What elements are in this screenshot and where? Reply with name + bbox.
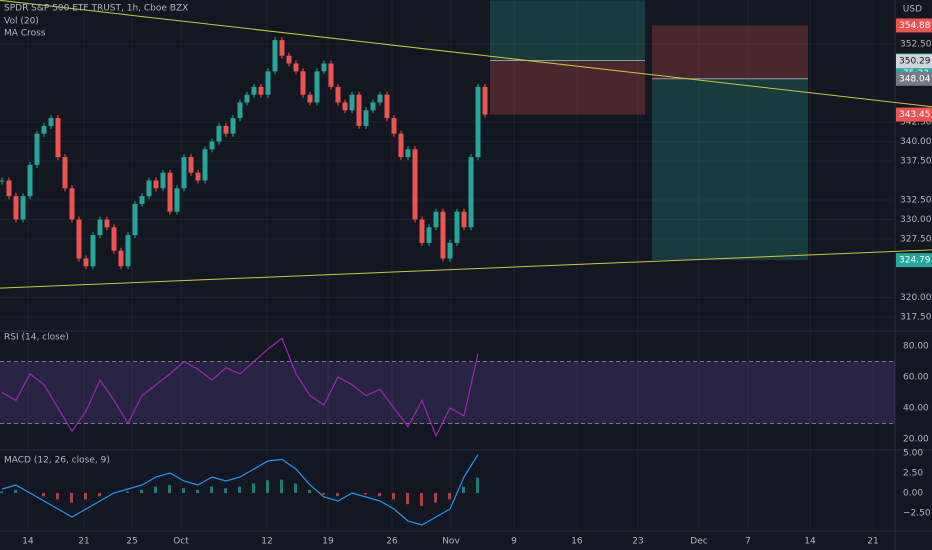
price-tag: [896, 107, 932, 122]
x-tick-label: 21: [78, 537, 89, 547]
price-tag: [896, 71, 932, 86]
macd-histogram: [364, 493, 367, 495]
y-tick-label: 320.00: [900, 293, 932, 303]
price-tag: [896, 18, 932, 33]
y-tick-label: 337.50: [900, 157, 932, 167]
y-tick-label: 5.00: [903, 449, 923, 459]
macd-histogram: [280, 479, 283, 493]
indicator: Vol (20): [4, 17, 39, 27]
price-tag-label: 343.45: [899, 110, 931, 120]
rsi-line: [1, 337, 479, 438]
macd-histogram: [210, 486, 213, 493]
macd-histogram: [14, 489, 17, 493]
rsi-title: RSI (14, close): [4, 333, 69, 343]
macd-histogram: [406, 493, 409, 505]
price-tag: [896, 253, 932, 268]
trendline: [0, 249, 932, 289]
y-tick-label: 327.50: [900, 235, 932, 245]
price-tag-label: 348.04: [899, 74, 931, 84]
macd-histogram: [266, 480, 269, 493]
x-tick-label: 7: [745, 537, 751, 547]
target-zone: [490, 0, 645, 61]
macd-histogram: [476, 477, 479, 493]
x-tick-label: 25: [126, 537, 137, 547]
macd-histogram: [462, 486, 465, 493]
macd-histogram: [196, 489, 199, 493]
x-tick-label: 23: [632, 537, 643, 547]
y-tick-label: 342.50: [900, 118, 932, 128]
macd-histogram: [448, 493, 451, 500]
stop-zone: [490, 60, 645, 115]
x-tick-label: 26: [386, 537, 398, 547]
y-tick-label: 330.00: [900, 215, 932, 225]
macd-histogram: [56, 493, 59, 500]
x-tick-label: Oct: [173, 537, 189, 547]
price-tag-label: 324.79: [899, 256, 931, 266]
y-tick-label: 2.50: [903, 469, 923, 479]
x-tick-label: 19: [322, 537, 334, 547]
x-tick-label: 12: [261, 537, 272, 547]
macd-histogram: [238, 486, 241, 493]
macd-line: [1, 454, 479, 526]
price-tag-label: 354.88: [899, 21, 931, 31]
x-tick-label: 21: [867, 537, 878, 547]
y-tick-label: 332.50: [900, 196, 932, 206]
x-tick-label: 16: [571, 537, 583, 547]
x-tick-label: 9: [511, 537, 517, 547]
target-zone: [652, 78, 808, 261]
price-tag: [896, 54, 932, 69]
trendline: [0, 0, 932, 108]
macd-histogram: [308, 489, 311, 493]
price-tag-label: 350.29: [899, 57, 931, 67]
y-tick-label: 40.00: [903, 404, 929, 414]
macd-histogram: [252, 483, 255, 493]
macd-histogram: [98, 493, 101, 497]
x-tick-label: Nov: [442, 537, 460, 547]
stop-zone: [652, 25, 808, 79]
macd-histogram: [378, 493, 381, 497]
macd-histogram: [154, 486, 157, 493]
y-tick-label: −2.50: [903, 509, 931, 519]
y-tick-label: 340.00: [900, 137, 932, 147]
macd-histogram: [420, 493, 423, 506]
y-tick-label: 0.00: [903, 489, 923, 499]
macd-title: MACD (12, 26, close, 9): [4, 456, 110, 466]
macd-histogram: [140, 489, 143, 493]
macd-histogram: [168, 485, 171, 493]
macd-histogram: [42, 493, 45, 497]
macd-histogram: [126, 491, 129, 493]
currency: USD: [903, 5, 922, 15]
y-tick-label: 60.00: [903, 373, 929, 383]
y-tick-label: 317.50: [900, 313, 932, 323]
macd-histogram: [0, 491, 3, 493]
macd-histogram: [434, 493, 437, 503]
indicator: MA Cross: [4, 29, 46, 39]
x-tick-label: 14: [804, 537, 816, 547]
macd-histogram: [84, 493, 87, 500]
y-tick-label: 352.50: [900, 40, 932, 50]
plot: [0, 0, 932, 531]
chart-title: SPDR S&P 500 ETF TRUST, 1h, Cboe BZX: [4, 4, 188, 14]
macd-histogram: [336, 493, 339, 497]
macd-histogram: [182, 488, 185, 493]
macd-histogram: [224, 488, 227, 493]
macd-histogram: [322, 493, 325, 495]
x-tick-label: Dec: [690, 537, 707, 547]
macd-histogram: [392, 493, 395, 500]
y-tick-label: 20.00: [903, 435, 929, 445]
x-tick-label: 14: [22, 537, 34, 547]
y-tick-label: 80.00: [903, 342, 929, 352]
macd-histogram: [70, 493, 73, 503]
macd-histogram: [294, 483, 297, 493]
